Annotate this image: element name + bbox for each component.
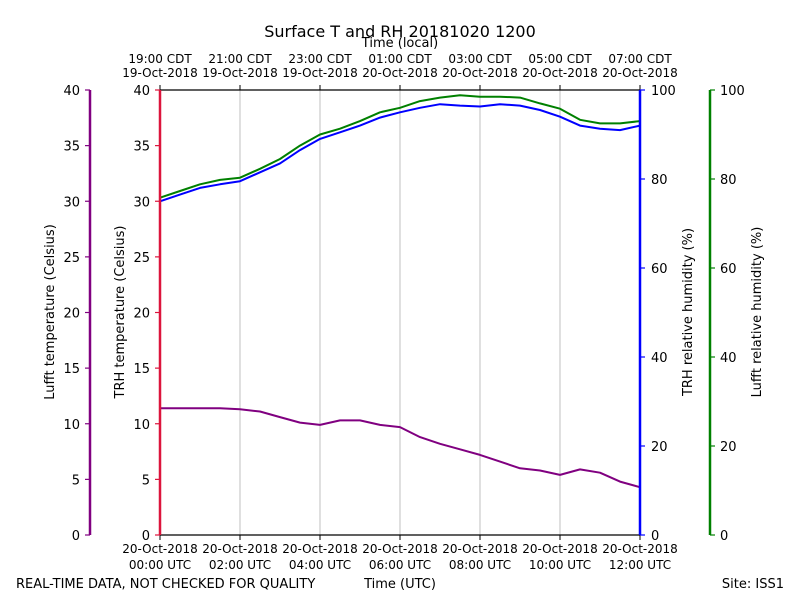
trh-temp-axis-tick-label: 25 — [133, 251, 150, 266]
lufft-rh-axis-tick-label: 80 — [720, 173, 737, 188]
trh-rh-axis-tick-label: 100 — [651, 84, 676, 99]
trh-rh-axis-tick-label: 80 — [651, 173, 668, 188]
top-tick-date: 19-Oct-2018 — [202, 66, 278, 80]
lufft-temp-axis-tick-label: 25 — [63, 251, 80, 266]
x-tick-date: 20-Oct-2018 — [602, 542, 678, 556]
lufft-rh-axis-tick-label: 0 — [720, 529, 728, 544]
top-tick-time: 07:00 CDT — [608, 52, 672, 66]
trh-temperature-axis-label: TRH temperature (Celsius) — [113, 226, 128, 400]
x-tick-time: 02:00 UTC — [209, 558, 271, 572]
top-tick-time: 05:00 CDT — [528, 52, 592, 66]
top-tick-date: 20-Oct-2018 — [362, 66, 438, 80]
x-tick-date: 20-Oct-2018 — [202, 542, 278, 556]
trh-humidity-axis-label: TRH relative humidity (%) — [681, 228, 696, 397]
lufft-temp-axis-tick-label: 20 — [63, 307, 80, 322]
chart-title: Surface T and RH 20181020 1200 — [264, 22, 536, 41]
x-tick-date: 20-Oct-2018 — [442, 542, 518, 556]
trh-temp-axis-tick-label: 0 — [142, 529, 150, 544]
trh-temp-axis-tick-label: 20 — [133, 307, 150, 322]
x-tick-time: 06:00 UTC — [369, 558, 431, 572]
x-tick-time: 04:00 UTC — [289, 558, 351, 572]
top-tick-date: 20-Oct-2018 — [522, 66, 598, 80]
series-layer — [159, 94, 641, 489]
quality-disclaimer: REAL-TIME DATA, NOT CHECKED FOR QUALITY — [16, 577, 315, 592]
lufft-rh-axis-tick-label: 60 — [720, 262, 737, 277]
trh-humidity-axis: 0 20 40 60 80 100 — [638, 84, 676, 544]
vertical-gridlines — [239, 90, 561, 535]
top-tick-time: 23:00 CDT — [288, 52, 352, 66]
trh-rh-axis-tick-label: 60 — [651, 262, 668, 277]
series-line-lufft_rh — [159, 94, 641, 199]
trh-rh-axis-tick-label: 0 — [651, 529, 659, 544]
x-tick-time: 08:00 UTC — [449, 558, 511, 572]
lufft-rh-axis-tick-label: 100 — [720, 84, 745, 99]
trh-temp-axis-tick-label: 5 — [142, 473, 150, 488]
lufft-temp-axis-tick-label: 5 — [72, 473, 80, 488]
top-tick-time: 01:00 CDT — [368, 52, 432, 66]
x-tick-time: 10:00 UTC — [529, 558, 591, 572]
trh-temp-axis-tick-label: 30 — [133, 195, 150, 210]
trh-temp-axis-tick-label: 10 — [133, 418, 150, 433]
lufft-temp-axis-tick-label: 15 — [63, 362, 80, 377]
trh-temp-axis-tick-label: 35 — [133, 140, 150, 155]
x-tick-date: 20-Oct-2018 — [122, 542, 198, 556]
top-tick-date: 19-Oct-2018 — [282, 66, 358, 80]
lufft-temp-axis-tick-label: 0 — [72, 529, 80, 544]
top-tick-time: 19:00 CDT — [128, 52, 192, 66]
trh-temperature-axis: 0 5 10 15 20 25 30 35 40 — [133, 84, 162, 544]
site-label: Site: ISS1 — [722, 577, 784, 592]
lufft-temperature-axis: 0 5 10 15 20 25 30 35 40 — [63, 84, 92, 544]
trh-rh-axis-tick-label: 20 — [651, 440, 668, 455]
top-tick-date: 20-Oct-2018 — [442, 66, 518, 80]
top-tick-time: 21:00 CDT — [208, 52, 272, 66]
lufft-humidity-axis: 0 20 40 60 80 100 — [708, 84, 745, 544]
lufft-temp-axis-tick-label: 30 — [63, 195, 80, 210]
lufft-temp-axis-tick-label: 10 — [63, 418, 80, 433]
x-tick-time: 00:00 UTC — [129, 558, 191, 572]
series-line-lufft_temp — [160, 407, 641, 489]
lufft-rh-axis-tick-label: 40 — [720, 351, 737, 366]
x-tick-date: 20-Oct-2018 — [522, 542, 598, 556]
x-axis-label: Time (UTC) — [363, 577, 436, 592]
top-axis-label: Time (local) — [361, 36, 438, 51]
top-tick-date: 19-Oct-2018 — [122, 66, 198, 80]
x-tick-time: 12:00 UTC — [609, 558, 671, 572]
trh-temp-axis-tick-label: 40 — [133, 84, 150, 99]
lufft-temp-axis-tick-label: 40 — [63, 84, 80, 99]
lufft-temperature-axis-label: Lufft temperature (Celsius) — [43, 224, 58, 400]
trh-rh-axis-tick-label: 40 — [651, 351, 668, 366]
lufft-rh-axis-tick-label: 20 — [720, 440, 737, 455]
top-tick-time: 03:00 CDT — [448, 52, 512, 66]
bottom-time-axis: 20-Oct-2018 00:00 UTC 20-Oct-2018 02:00 UTC… — [122, 535, 678, 572]
x-tick-date: 20-Oct-2018 — [282, 542, 358, 556]
x-tick-date: 20-Oct-2018 — [362, 542, 438, 556]
top-tick-date: 20-Oct-2018 — [602, 66, 678, 80]
trh-temp-axis-tick-label: 15 — [133, 362, 150, 377]
series-line-trh_rh — [159, 103, 641, 203]
lufft-temp-axis-tick-label: 35 — [63, 140, 80, 155]
lufft-humidity-axis-label: Lufft relative humidity (%) — [750, 227, 765, 398]
